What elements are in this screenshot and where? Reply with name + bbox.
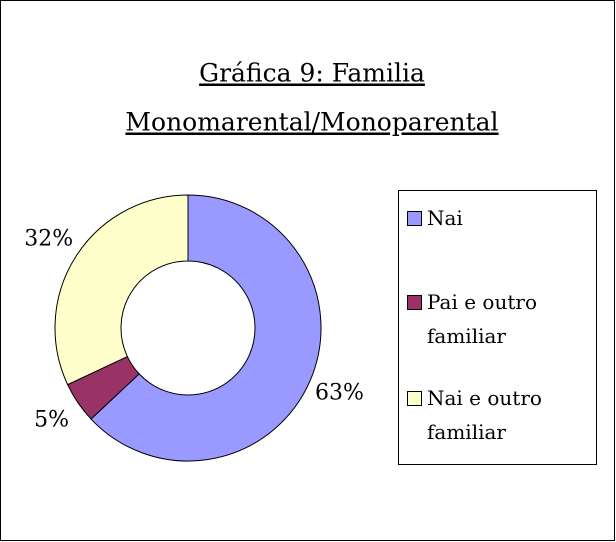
legend-label: Nai e outro familiar xyxy=(427,386,542,444)
legend-swatch xyxy=(407,211,422,226)
slice xyxy=(54,194,189,386)
data-label: 63% xyxy=(315,381,364,406)
legend-swatch xyxy=(407,295,422,310)
legend: Nai Pai e outro familiar Nai e outro famil… xyxy=(398,190,597,465)
legend-swatch xyxy=(407,391,422,406)
data-label: 5% xyxy=(34,408,69,433)
legend-item: Nai e outro familiar xyxy=(407,381,588,449)
legend-label: Nai xyxy=(427,206,463,230)
chart-title: Gráfica 9: Familia xyxy=(199,59,425,88)
legend-item: Nai xyxy=(407,201,588,235)
legend-item: Pai e outro familiar xyxy=(407,285,588,353)
data-label: 32% xyxy=(24,227,73,252)
slice xyxy=(90,194,322,462)
legend-label: Pai e outro familiar xyxy=(427,290,537,348)
chart-title: Monomarental/Monoparental xyxy=(125,108,498,137)
